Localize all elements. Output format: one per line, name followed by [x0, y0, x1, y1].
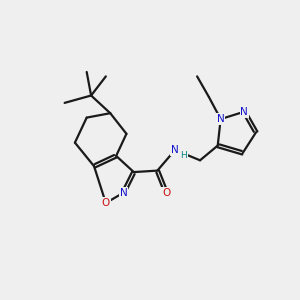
Text: O: O: [102, 198, 110, 208]
Text: N: N: [217, 114, 224, 124]
Text: N: N: [171, 145, 179, 155]
Text: N: N: [120, 188, 128, 198]
Text: H: H: [181, 151, 187, 160]
Text: N: N: [240, 107, 248, 117]
Text: O: O: [162, 188, 170, 198]
